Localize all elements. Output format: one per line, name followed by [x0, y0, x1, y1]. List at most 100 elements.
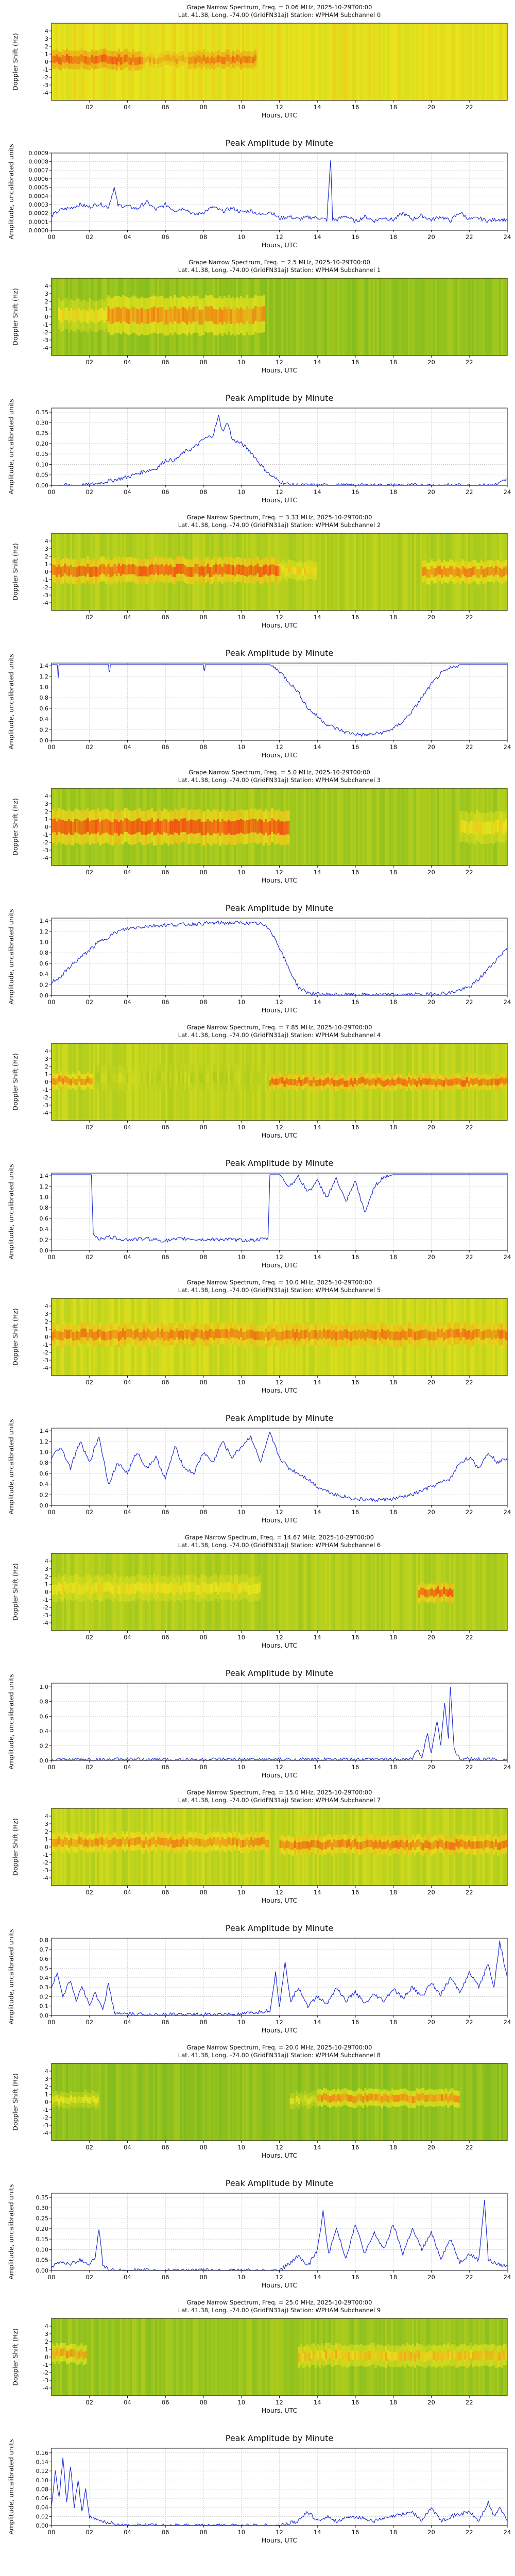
signal-core — [188, 1075, 191, 1085]
signal-core — [221, 1583, 224, 1593]
y-tick-label: 1.2 — [40, 1438, 49, 1445]
signal-core — [447, 1589, 450, 1597]
signal-core — [414, 1331, 417, 1341]
signal-core — [169, 1837, 172, 1844]
signal-core — [161, 1583, 164, 1594]
signal-core — [381, 1329, 384, 1337]
signal-core — [198, 1585, 201, 1595]
signal-core — [424, 566, 427, 575]
signal-core — [420, 1587, 423, 1595]
signal-core — [344, 1080, 346, 1087]
signal-core — [236, 820, 238, 834]
spectrogram-column — [443, 23, 445, 100]
signal-core — [337, 1331, 340, 1340]
signal-core — [207, 564, 210, 574]
signal-core — [217, 565, 220, 575]
spectrogram-column — [296, 278, 299, 355]
signal-core — [265, 1329, 267, 1338]
signal-core — [279, 1332, 282, 1341]
x-tick-label: 08 — [200, 1253, 208, 1261]
spectrogram-column — [316, 1553, 319, 1631]
spectrogram-column — [505, 23, 507, 100]
signal-core — [198, 310, 201, 325]
signal-core — [291, 1329, 295, 1338]
spectrogram-column — [451, 788, 454, 866]
spectrogram-column — [356, 1553, 358, 1631]
plot-frame — [51, 1428, 508, 1506]
signal-core — [105, 307, 108, 320]
spectrogram-column — [447, 278, 450, 355]
spectrogram-column — [399, 533, 402, 611]
y-tick-label: 4 — [45, 283, 48, 290]
signal-core — [494, 1079, 497, 1086]
signal-core — [300, 1079, 303, 1086]
signal-core — [126, 1837, 129, 1844]
y-tick-label: 0.6 — [40, 1713, 49, 1720]
spectrogram-column — [287, 23, 290, 100]
signal-core — [296, 1329, 299, 1338]
spectrogram-column — [370, 23, 373, 100]
signal-core — [254, 565, 257, 575]
signal-core — [178, 1071, 181, 1081]
signal-core — [433, 568, 435, 577]
signal-core — [130, 308, 133, 323]
signal-core — [449, 1588, 452, 1596]
signal-core — [267, 1840, 269, 1848]
signal-core — [95, 566, 98, 577]
y-axis-label: Amplitude, uncalibrated units — [7, 654, 15, 749]
y-tick-label: 1.4 — [40, 663, 49, 669]
amplitude-title: Peak Amplitude by Minute — [226, 1413, 334, 1423]
spectrogram-column — [411, 1553, 415, 1631]
signal-core — [503, 1078, 506, 1085]
signal-core — [227, 55, 230, 62]
signal-core — [103, 54, 106, 62]
signal-core — [95, 1071, 98, 1081]
signal-core — [143, 1840, 145, 1848]
signal-core — [318, 1330, 321, 1338]
signal-core — [314, 1330, 317, 1338]
y-axis-label: Doppler Shift (Hz) — [11, 288, 19, 346]
x-tick-label: 20 — [427, 614, 435, 621]
y-tick-label: 3 — [45, 1056, 48, 1062]
y-tick-label: 0.8 — [40, 694, 49, 701]
signal-core — [143, 309, 145, 325]
signal-core — [352, 1080, 354, 1087]
spectrogram-panel: Grape Narrow Spectrum, Freq. = 5.0 MHz, … — [11, 769, 508, 884]
signal-core — [227, 1837, 230, 1845]
signal-core — [492, 568, 495, 577]
signal-core — [82, 1584, 85, 1595]
signal-core — [393, 1840, 396, 1849]
y-axis-label: Amplitude, uncalibrated units — [7, 909, 15, 1004]
signal-core — [486, 821, 489, 834]
signal-core — [240, 57, 243, 64]
signal-core — [409, 1842, 413, 1850]
x-tick-label: 10 — [237, 1124, 245, 1131]
x-tick-label: 16 — [352, 1124, 359, 1131]
signal-core — [287, 1841, 290, 1849]
signal-core — [111, 1584, 114, 1595]
spectrogram-image — [52, 23, 507, 100]
spectrogram-column — [447, 23, 450, 100]
signal-core — [122, 1074, 125, 1084]
spectrogram-column — [327, 533, 330, 611]
signal-core — [58, 818, 60, 833]
spectrogram-column — [482, 23, 485, 100]
signal-core — [389, 1080, 392, 1087]
spectrogram-column — [333, 278, 336, 355]
signal-core — [89, 307, 92, 320]
y-tick-label: 0.10 — [36, 461, 49, 468]
spectrogram-column — [325, 23, 328, 100]
x-tick-label: 08 — [200, 104, 208, 111]
signal-core — [302, 1079, 305, 1086]
spectrogram-column — [291, 23, 295, 100]
signal-core — [186, 821, 189, 835]
signal-core — [505, 566, 507, 575]
spectrogram-column — [453, 23, 456, 100]
spectrogram-panel: Grape Narrow Spectrum, Freq. = 10.0 MHz,… — [11, 1279, 508, 1394]
spectrogram-column — [331, 1553, 334, 1631]
spectrogram-column — [424, 788, 427, 866]
x-tick-label: 06 — [162, 488, 169, 496]
signal-core — [409, 1329, 413, 1337]
signal-core — [352, 1331, 354, 1340]
spectrogram-column — [360, 23, 363, 100]
